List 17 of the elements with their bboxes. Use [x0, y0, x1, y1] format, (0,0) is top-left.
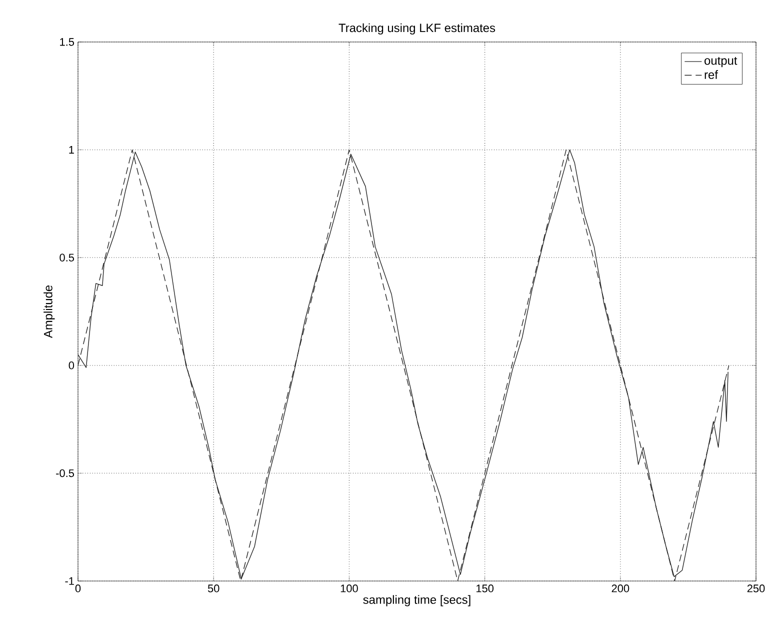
x-tick-label: 150 — [476, 584, 494, 592]
x-tick-label: 0 — [75, 584, 81, 592]
x-tick-label: 250 — [747, 584, 765, 592]
x-tick-label: 200 — [612, 584, 630, 592]
y-tick-label: -1 — [65, 577, 74, 585]
chart-title: Tracking using LKF estimates — [338, 23, 496, 34]
legend-label: ref — [704, 70, 718, 79]
x-axis-title: sampling time [secs] — [363, 595, 470, 606]
y-tick-label: 1 — [69, 146, 74, 154]
y-tick-label: 1.5 — [60, 38, 74, 46]
y-tick-label: 0.5 — [60, 254, 74, 262]
legend-label: output — [704, 56, 738, 68]
y-tick-label: 0 — [68, 362, 74, 370]
y-tick-label: -0.5 — [56, 469, 74, 478]
x-tick-label: 100 — [340, 584, 358, 592]
y-axis-title: Amplitude — [44, 285, 55, 338]
x-tick-label: 50 — [208, 584, 220, 592]
